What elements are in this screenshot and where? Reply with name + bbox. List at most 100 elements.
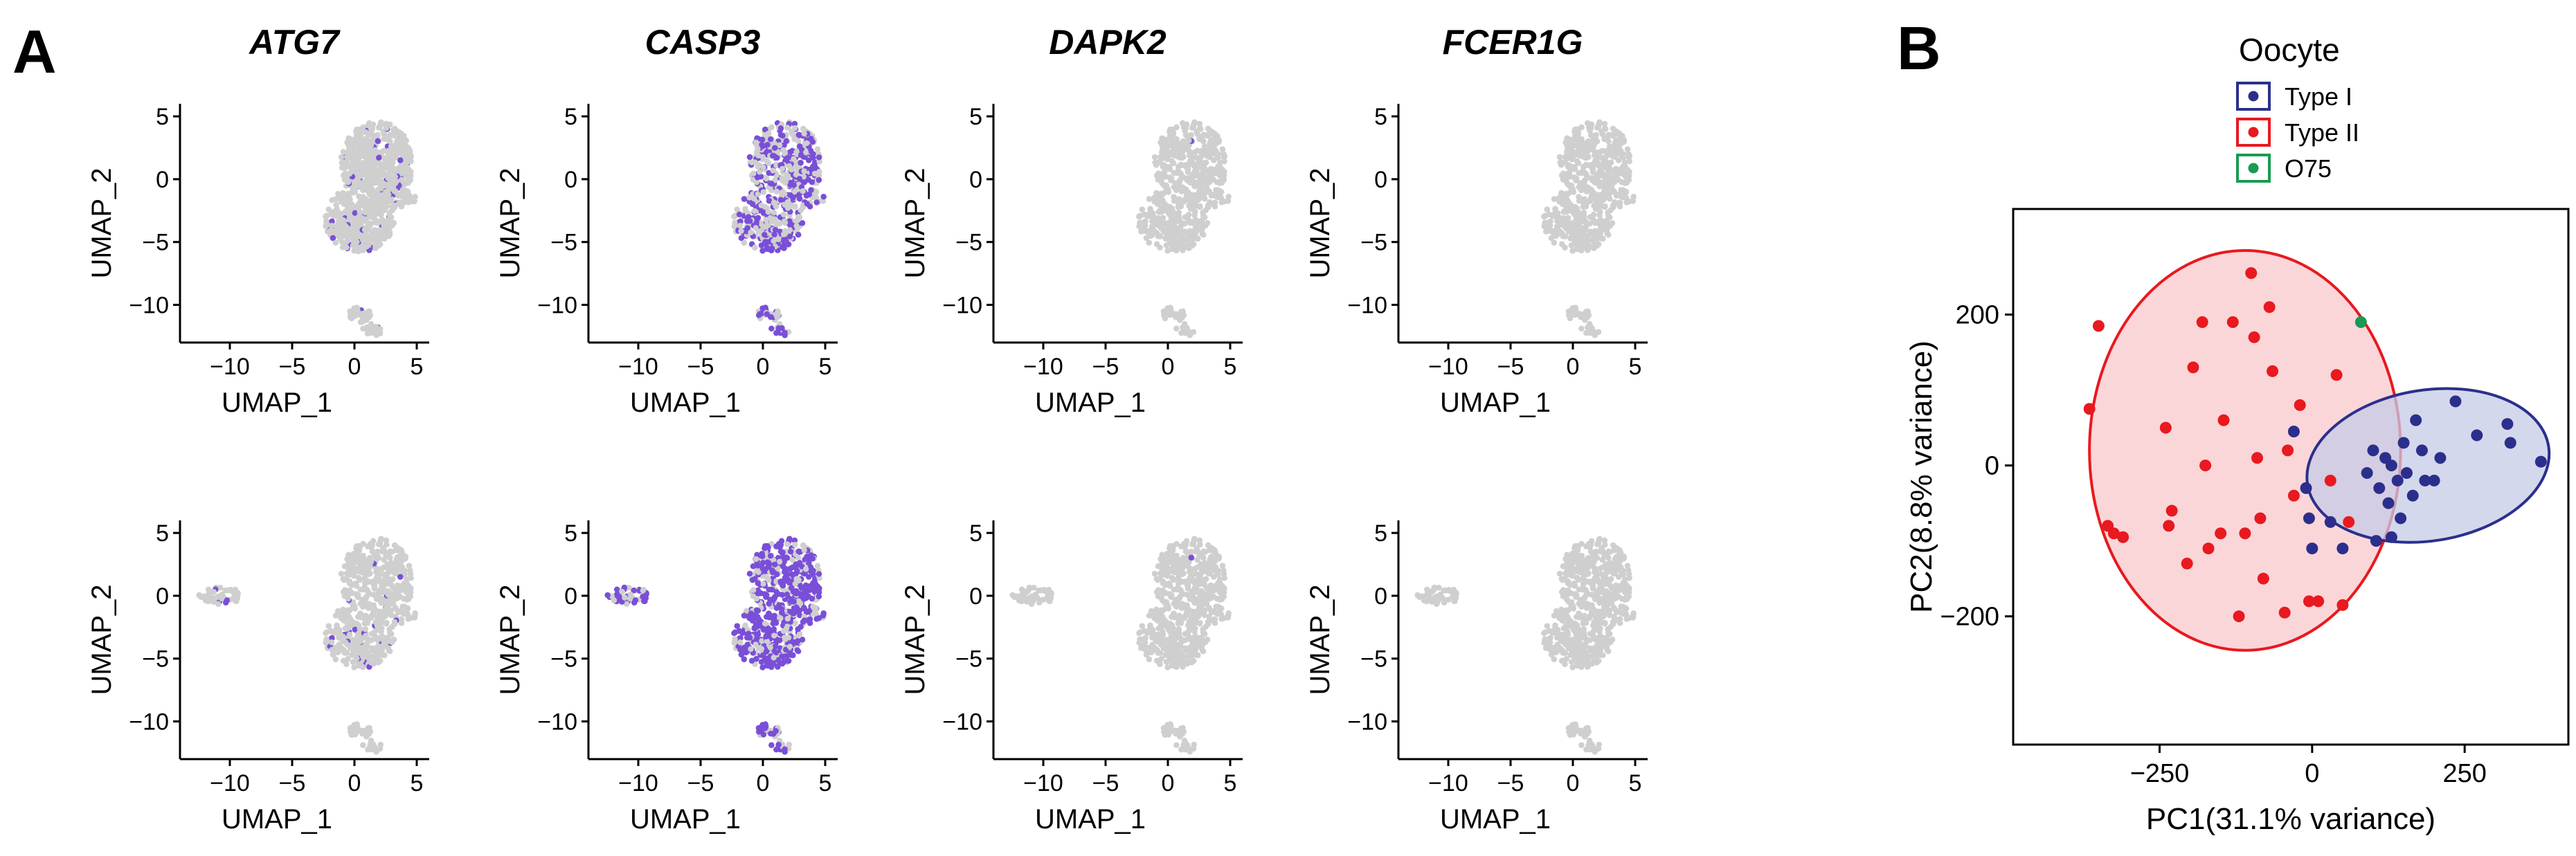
cell: [782, 201, 788, 208]
cell-points: [323, 119, 418, 338]
cell: [373, 636, 380, 643]
cell: [401, 138, 408, 145]
cell: [334, 622, 340, 629]
y-tick-label: −10: [537, 293, 577, 319]
cell: [753, 225, 759, 231]
cell: [384, 541, 390, 548]
cell: [780, 189, 786, 196]
expressing-cell: [762, 232, 768, 238]
cell: [771, 199, 777, 206]
cell: [798, 207, 804, 214]
cell: [370, 177, 377, 183]
cell: [340, 149, 347, 155]
cell: [370, 165, 377, 172]
cell: [328, 639, 335, 646]
cell: [377, 579, 384, 586]
cell: [411, 612, 418, 619]
cell: [381, 547, 388, 554]
cell: [376, 615, 383, 622]
cell: [393, 168, 399, 174]
cell: [338, 570, 345, 577]
expressing-cell: [795, 131, 802, 138]
expressing-cell: [767, 136, 774, 143]
cell: [400, 179, 407, 185]
cell: [360, 180, 366, 186]
cell: [360, 664, 366, 671]
y-axis-label: UMAP_2: [87, 167, 117, 278]
cell: [353, 545, 359, 552]
cell: [385, 217, 391, 224]
cell: [391, 542, 398, 549]
cell: [350, 723, 357, 730]
cell: [770, 167, 776, 174]
x-tick-label: 0: [348, 770, 361, 796]
cell: [767, 215, 773, 221]
cell: [337, 630, 343, 637]
cell: [346, 608, 352, 614]
y-tick-label: −5: [142, 646, 169, 673]
expressing-cell: [796, 196, 803, 202]
cell: [399, 552, 406, 558]
cell: [355, 311, 362, 318]
expressing-cell: [798, 160, 804, 166]
cell: [365, 188, 372, 194]
cell: [332, 612, 339, 619]
cell: [373, 201, 379, 208]
cell: [365, 746, 371, 753]
cell: [344, 139, 351, 146]
gene-title-atg7: ATG7: [248, 23, 341, 62]
cell: [360, 742, 366, 748]
expressing-cell: [781, 245, 787, 251]
expressing-cell: [809, 179, 816, 185]
x-tick-label: −10: [618, 770, 658, 796]
cell: [755, 146, 761, 152]
cell: [387, 548, 393, 555]
cell: [350, 229, 357, 235]
cell: [372, 628, 379, 635]
cell: [406, 146, 413, 152]
cell: [378, 644, 385, 650]
expressing-cell: [397, 574, 404, 580]
cell: [359, 215, 365, 221]
cell: [351, 136, 357, 143]
y-tick-label: 5: [564, 520, 577, 547]
cell: [213, 594, 219, 601]
cell: [379, 192, 385, 199]
cell: [731, 213, 737, 220]
cell: [384, 171, 391, 178]
cell: [354, 655, 360, 662]
cell: [357, 208, 363, 215]
cell: [378, 650, 385, 656]
cell: [765, 160, 772, 167]
expressing-cell: [749, 201, 756, 208]
x-tick-label: 5: [411, 770, 424, 796]
cell: [393, 130, 399, 137]
expressing-cell: [224, 597, 231, 603]
expressing-cell: [810, 163, 816, 170]
cell: [369, 548, 376, 555]
cell: [388, 600, 395, 607]
cell: [777, 220, 783, 227]
cell: [378, 227, 385, 233]
cell: [748, 229, 754, 236]
cell: [393, 605, 399, 612]
cell: [373, 746, 379, 752]
panel-a-label: A: [12, 17, 57, 86]
expressing-cell: [813, 199, 820, 206]
cell: [347, 152, 353, 159]
cell: [360, 245, 367, 252]
cell: [348, 169, 354, 175]
cell: [345, 596, 352, 602]
x-tick-label: −5: [279, 354, 306, 380]
cell: [341, 563, 348, 570]
cell: [801, 168, 807, 174]
cell: [402, 163, 408, 170]
cell: [359, 552, 366, 559]
cell: [372, 211, 379, 218]
cell: [389, 160, 395, 166]
cell: [378, 233, 385, 239]
cell: [397, 560, 404, 566]
cell: [764, 131, 771, 137]
